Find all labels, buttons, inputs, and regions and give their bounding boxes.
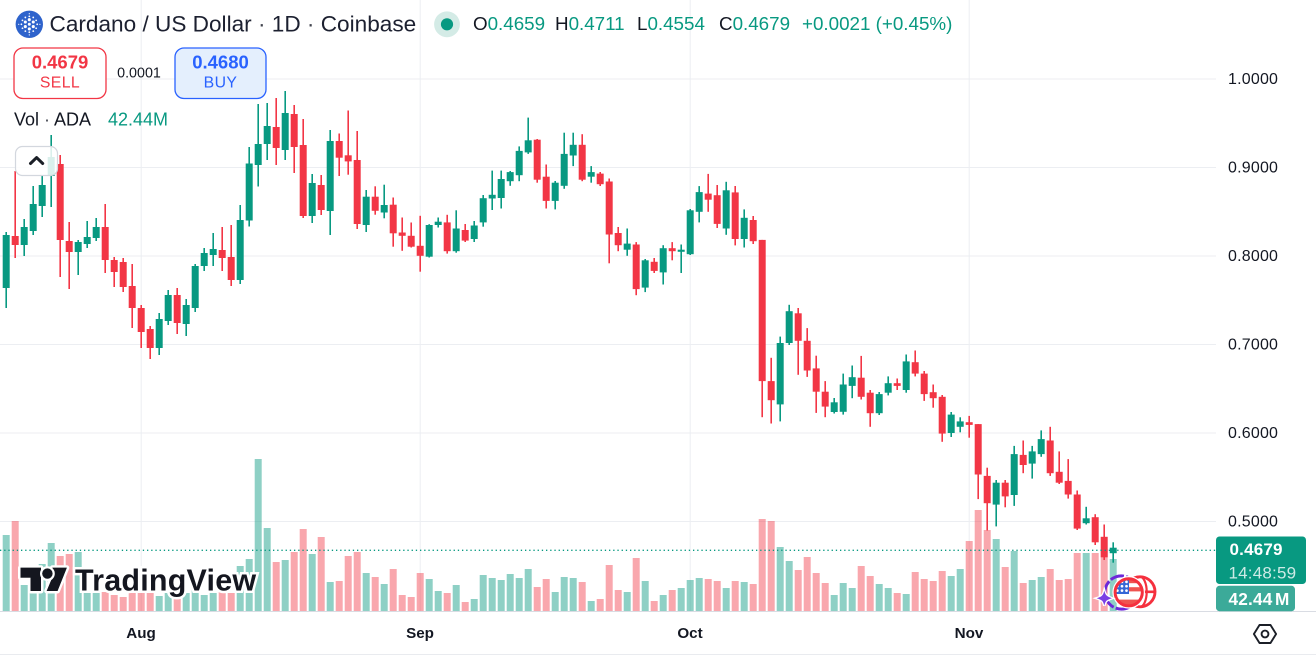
svg-text:Cardano / US Dollar · 1D · Coi: Cardano / US Dollar · 1D · Coinbase	[50, 12, 417, 37]
svg-text:0.5000: 0.5000	[1228, 514, 1278, 531]
svg-text:0.7000: 0.7000	[1228, 337, 1278, 354]
svg-text:0.9000: 0.9000	[1228, 160, 1278, 177]
svg-text:42.44M: 42.44M	[1229, 589, 1290, 609]
svg-text:SELL: SELL	[40, 75, 80, 92]
svg-text:14:48:59: 14:48:59	[1229, 564, 1297, 583]
svg-text:Sep: Sep	[406, 625, 434, 642]
svg-text:Oct: Oct	[677, 625, 702, 642]
svg-text:0.4679: 0.4679	[32, 52, 89, 73]
svg-text:1.0000: 1.0000	[1228, 71, 1278, 88]
svg-text:42.44M: 42.44M	[108, 110, 168, 130]
svg-text:0.4679: 0.4679	[1230, 540, 1283, 559]
svg-text:0.6000: 0.6000	[1228, 425, 1278, 442]
svg-text:BUY: BUY	[204, 75, 238, 92]
svg-text:Nov: Nov	[955, 625, 984, 642]
svg-text:0.4680: 0.4680	[192, 52, 249, 73]
svg-text:0.8000: 0.8000	[1228, 248, 1278, 265]
svg-text:Vol · ADA: Vol · ADA	[14, 110, 91, 130]
svg-text:Aug: Aug	[126, 625, 156, 642]
svg-text:TradingView: TradingView	[75, 564, 256, 598]
svg-text:0.0001: 0.0001	[117, 66, 161, 82]
